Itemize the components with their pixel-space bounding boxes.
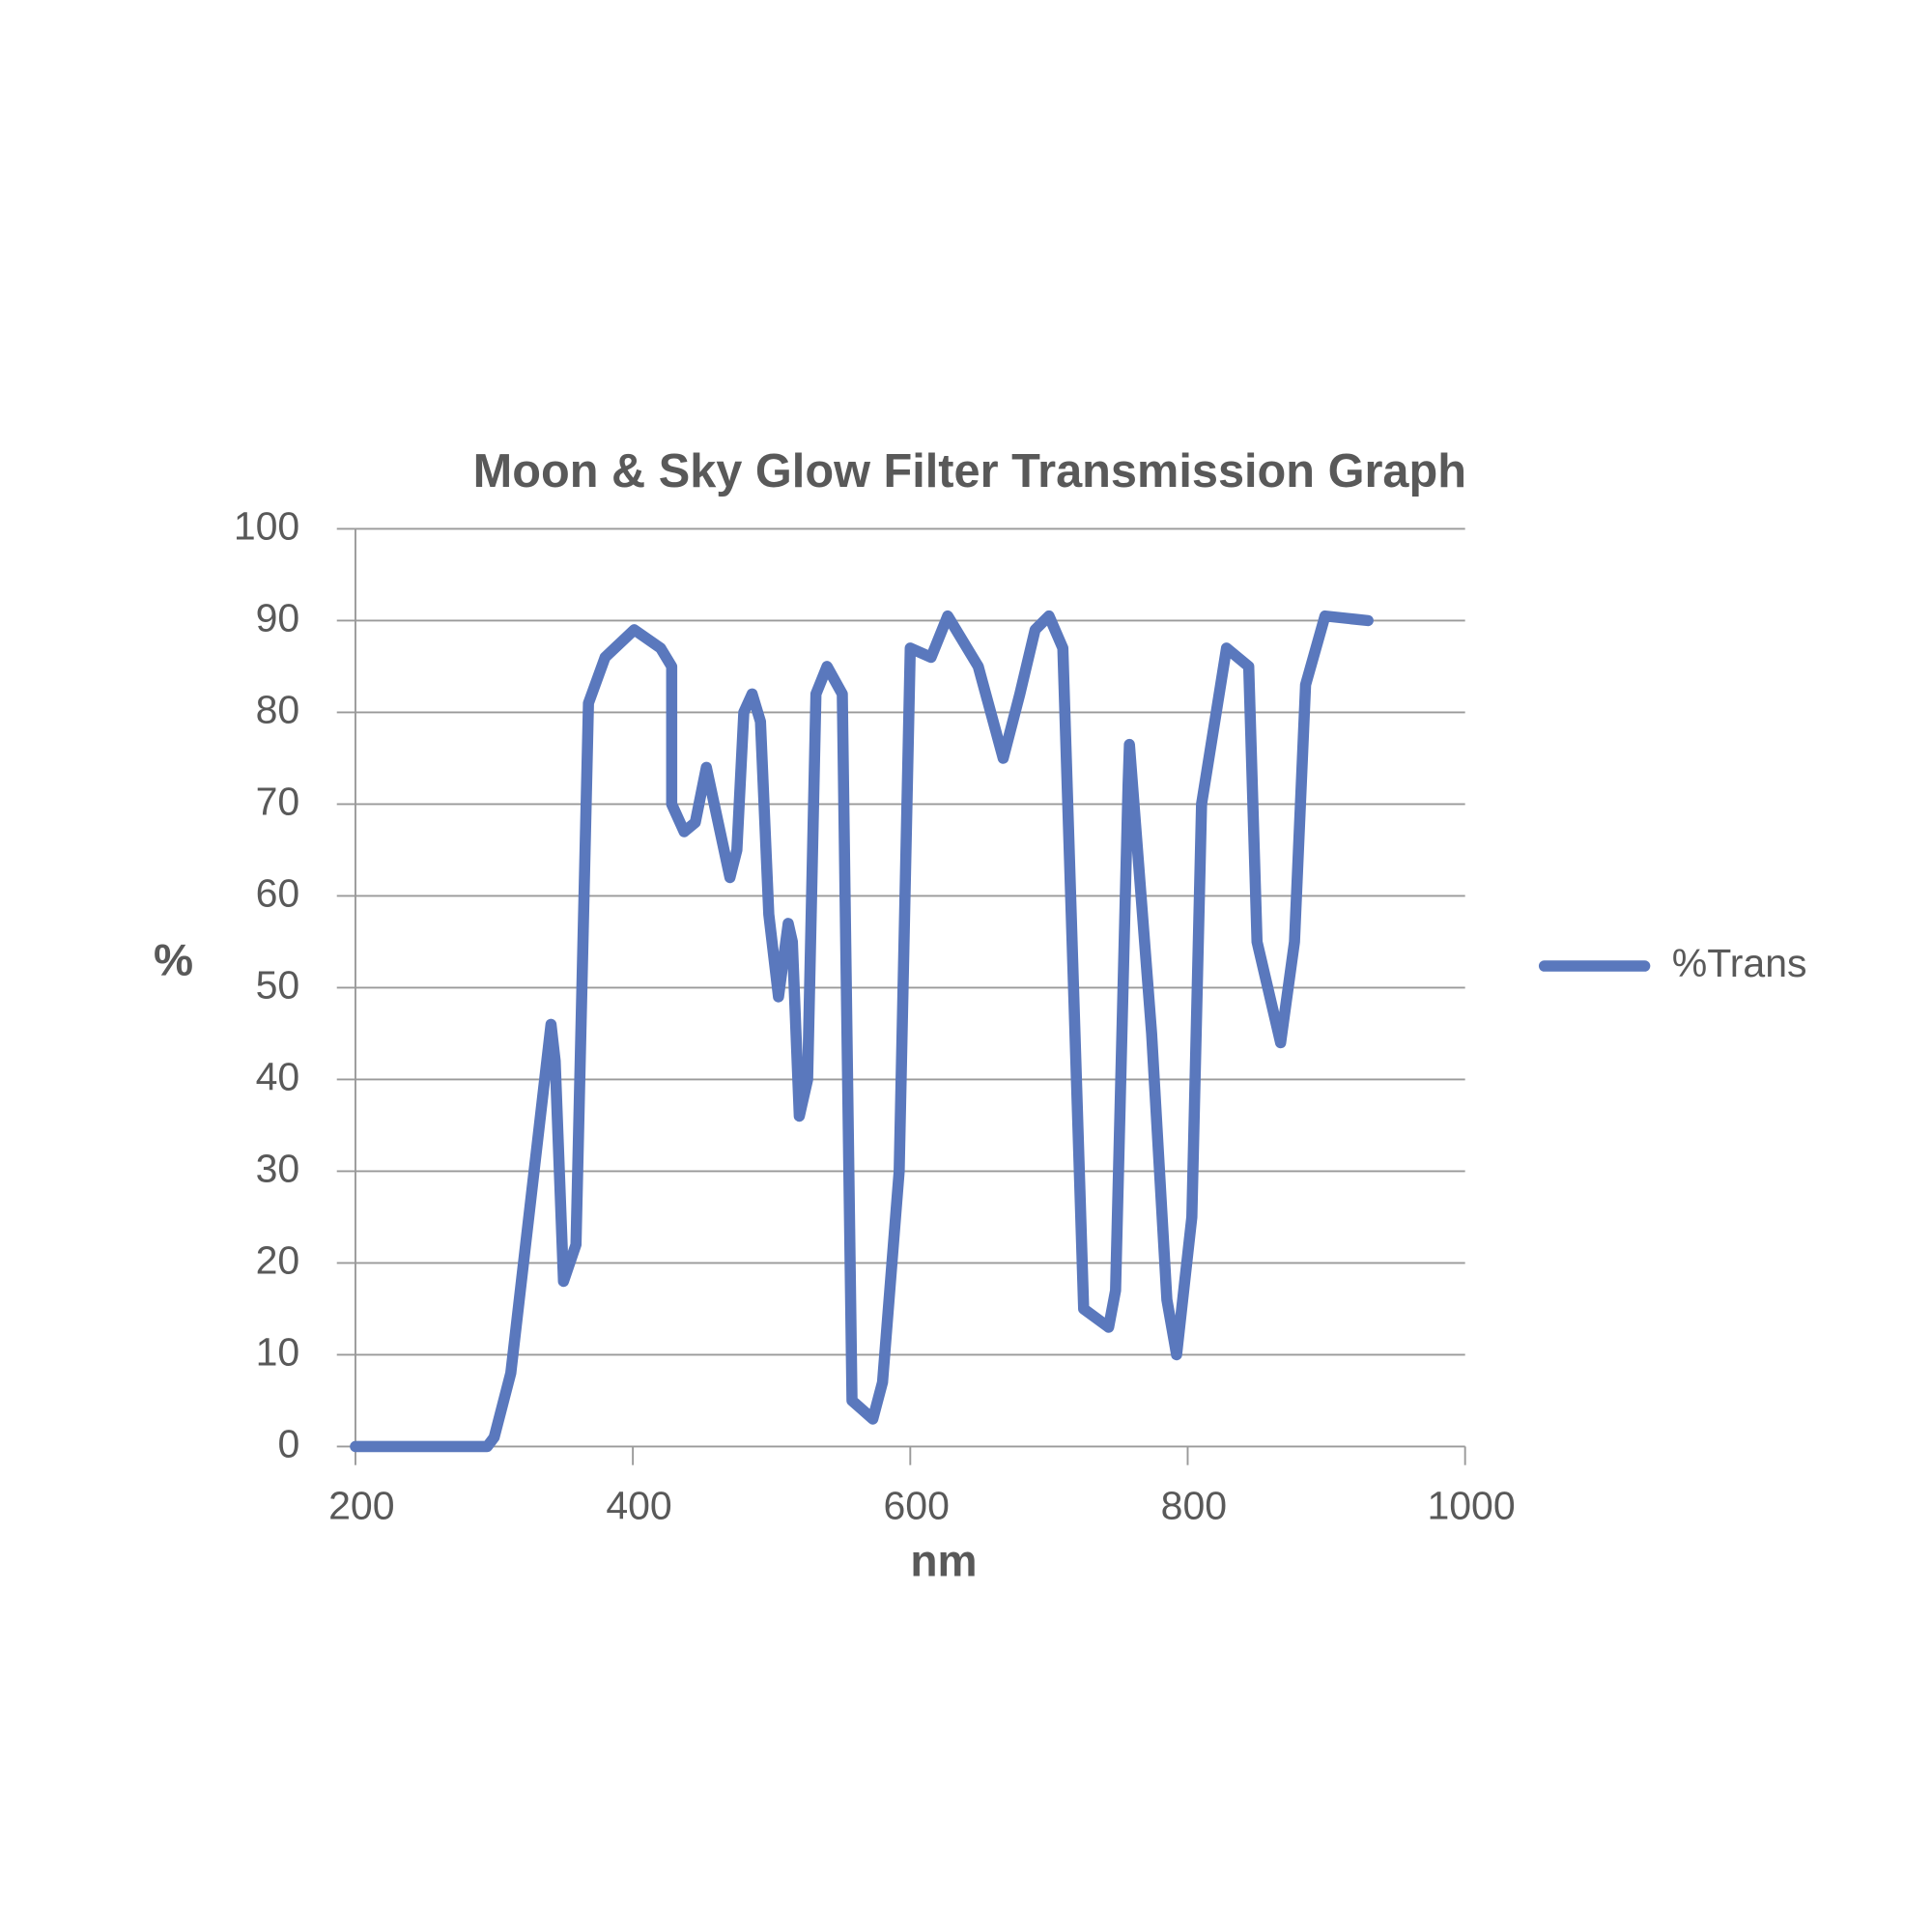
x-tick-label: 800 bbox=[1161, 1483, 1227, 1527]
chart-title: Moon & Sky Glow Filter Transmission Grap… bbox=[473, 445, 1466, 497]
y-tick-label: 30 bbox=[256, 1146, 300, 1190]
data-line bbox=[350, 610, 1374, 1453]
y-tick-label: 70 bbox=[256, 779, 300, 823]
x-axis-label: nm bbox=[910, 1535, 977, 1585]
x-tick-label: 1000 bbox=[1427, 1483, 1515, 1527]
x-tick-label: 200 bbox=[328, 1483, 394, 1527]
x-tick-label: 400 bbox=[606, 1483, 671, 1527]
y-tick-label: 40 bbox=[256, 1054, 300, 1098]
legend-label: %Trans bbox=[1672, 941, 1807, 985]
y-tick-label: 60 bbox=[256, 870, 300, 915]
x-tick-label: 600 bbox=[883, 1483, 949, 1527]
y-tick-label: 100 bbox=[234, 503, 299, 548]
y-axis-label: % bbox=[154, 935, 193, 985]
y-tick-label: 90 bbox=[256, 595, 300, 639]
y-tick-label: 20 bbox=[256, 1237, 300, 1282]
y-tick-label: 80 bbox=[256, 687, 300, 731]
y-tick-label: 0 bbox=[277, 1421, 299, 1465]
y-tick-label: 50 bbox=[256, 962, 300, 1007]
y-tick-label: 10 bbox=[256, 1329, 300, 1374]
